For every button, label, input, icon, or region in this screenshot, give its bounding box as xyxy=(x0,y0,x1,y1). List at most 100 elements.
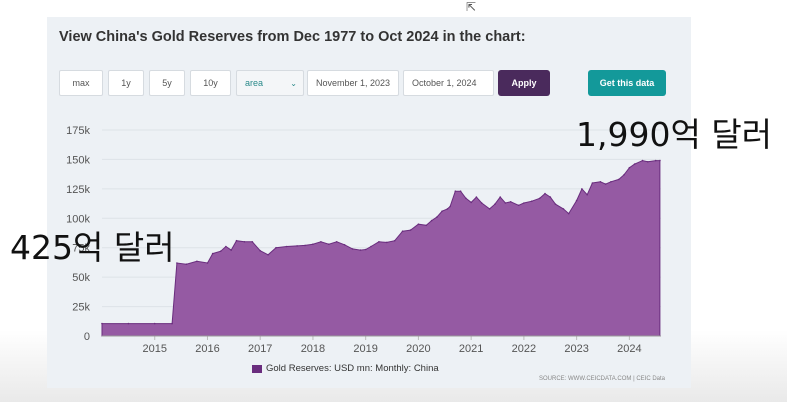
data-point xyxy=(335,241,338,243)
x-tick-label: 2020 xyxy=(406,343,430,355)
y-tick-label: 0 xyxy=(84,331,90,343)
data-point xyxy=(243,241,246,243)
data-point xyxy=(488,208,491,210)
chart-type-select[interactable]: area ⌄ xyxy=(236,70,304,96)
data-point xyxy=(251,241,254,243)
chart-legend[interactable]: Gold Reserves: USD mn: Monthly: China xyxy=(252,363,439,374)
x-tick-label: 2019 xyxy=(353,343,377,355)
x-tick-label: 2023 xyxy=(564,343,588,355)
data-point xyxy=(633,163,636,165)
x-tick-label: 2017 xyxy=(248,343,272,355)
data-point xyxy=(259,249,261,252)
data-point xyxy=(235,239,238,242)
data-point xyxy=(523,202,525,204)
data-point xyxy=(659,159,661,162)
data-point xyxy=(296,245,298,247)
data-point xyxy=(494,203,496,205)
data-point xyxy=(176,262,178,264)
data-point xyxy=(328,243,330,245)
x-tick-label: 2021 xyxy=(459,343,483,355)
data-point xyxy=(285,245,288,248)
y-tick-label: 100k xyxy=(66,213,90,225)
data-point xyxy=(554,203,557,205)
data-point xyxy=(409,229,412,231)
data-point xyxy=(647,161,649,163)
data-point xyxy=(531,200,533,202)
data-point xyxy=(386,241,388,244)
data-point xyxy=(465,197,467,200)
data-point xyxy=(211,252,214,255)
data-point xyxy=(401,230,404,232)
area-chart: 0 25k 50k 75k 100k 125k 150k 175k 2015 2016 2017 20… xyxy=(66,125,661,355)
data-point xyxy=(591,182,594,184)
mouse-pointer-icon: ⇱ xyxy=(466,0,477,14)
get-data-button[interactable]: Get this data xyxy=(588,70,666,96)
data-point xyxy=(599,181,602,183)
apply-button[interactable]: Apply xyxy=(498,70,550,96)
data-point xyxy=(567,212,570,215)
data-point xyxy=(446,208,449,210)
data-point xyxy=(320,241,322,243)
data-point xyxy=(417,223,420,225)
data-point xyxy=(470,201,473,204)
range-5y-button[interactable]: 5y xyxy=(149,70,185,96)
data-point xyxy=(219,250,222,252)
x-tick-label: 2018 xyxy=(301,343,325,355)
chart-panel: View China's Gold Reserves from Dec 1977… xyxy=(47,17,691,388)
data-point xyxy=(351,248,354,250)
data-point xyxy=(436,216,438,218)
data-point xyxy=(196,260,198,263)
data-point xyxy=(359,249,362,251)
data-point xyxy=(586,193,588,196)
data-point xyxy=(549,196,552,198)
y-tick-label: 150k xyxy=(66,154,90,166)
source-credit: SOURCE: WWW.CEICDATA.COM | CEIC Data xyxy=(538,376,665,382)
data-point xyxy=(449,205,451,208)
data-point xyxy=(562,208,565,210)
data-point xyxy=(459,190,462,192)
data-point xyxy=(480,202,483,204)
chart-type-value: area xyxy=(245,78,264,88)
data-point xyxy=(430,219,433,222)
data-point xyxy=(275,246,277,249)
y-tick-label: 175k xyxy=(66,125,90,137)
legend-swatch xyxy=(252,364,262,373)
data-point xyxy=(499,196,502,198)
data-point xyxy=(230,249,232,251)
chevron-down-icon: ⌄ xyxy=(290,78,297,88)
data-point xyxy=(544,192,546,195)
left-annotation: 425억 달러 xyxy=(10,228,175,267)
data-point xyxy=(312,243,314,245)
range-1y-button[interactable]: 1y xyxy=(108,70,144,96)
data-point xyxy=(370,245,372,248)
end-date-input[interactable]: October 1, 2024 xyxy=(403,70,494,96)
data-point xyxy=(618,178,620,181)
data-point xyxy=(185,263,188,265)
data-point xyxy=(538,197,541,200)
data-point xyxy=(127,322,130,325)
start-date-input[interactable]: November 1, 2023 xyxy=(307,70,399,96)
data-point xyxy=(610,181,612,183)
data-point xyxy=(171,322,173,325)
data-point xyxy=(101,322,103,325)
data-point xyxy=(425,224,428,227)
data-point xyxy=(343,244,346,246)
data-point xyxy=(581,188,583,190)
data-point xyxy=(504,202,507,204)
data-point xyxy=(153,322,156,325)
right-annotation: 1,990억 달러 xyxy=(576,115,773,154)
data-point xyxy=(225,245,227,248)
y-tick-label: 125k xyxy=(66,184,90,196)
legend-label: Gold Reserves: USD mn: Monthly: China xyxy=(266,363,439,374)
x-tick-label: 2015 xyxy=(142,343,166,355)
range-max-button[interactable]: max xyxy=(59,70,103,96)
data-point xyxy=(364,248,367,251)
range-10y-button[interactable]: 10y xyxy=(190,70,231,96)
y-tick-label: 75k xyxy=(72,243,90,255)
y-tick-label: 25k xyxy=(72,302,90,314)
area-series xyxy=(101,160,661,337)
data-point xyxy=(628,166,631,169)
data-point xyxy=(509,201,512,203)
y-tick-label: 50k xyxy=(72,272,90,284)
data-point xyxy=(604,183,607,185)
